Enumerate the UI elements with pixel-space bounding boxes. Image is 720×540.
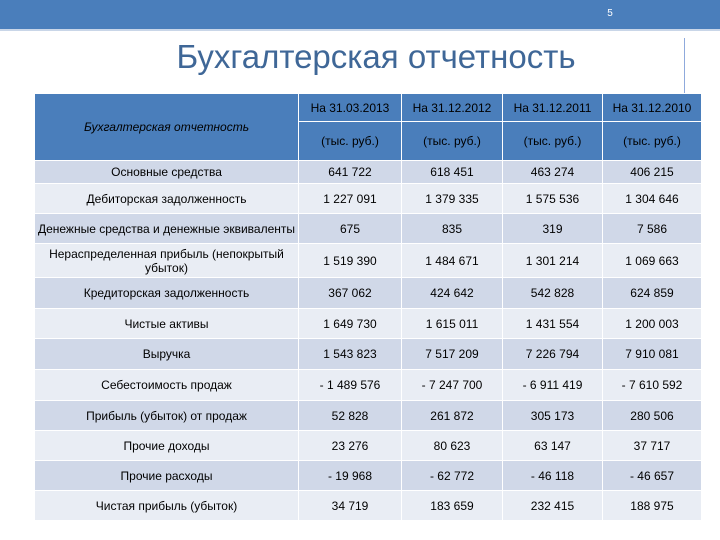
row-label: Себестоимость продаж — [34, 369, 299, 401]
row-label: Прочие доходы — [34, 430, 299, 461]
table-row: Денежные средства и денежные эквиваленты… — [34, 213, 702, 244]
cell-value: 1 431 554 — [502, 308, 603, 339]
column-unit: (тыс. руб.) — [602, 121, 702, 161]
cell-value: 463 274 — [502, 160, 603, 184]
table-row: Основные средства 641 722 618 451 463 274 40… — [34, 160, 702, 184]
header-divider — [0, 29, 720, 31]
cell-value: 1 649 730 — [298, 308, 402, 339]
row-header-label: Бухгалтерская отчетность — [34, 93, 299, 161]
cell-value: 34 719 — [298, 490, 402, 521]
table-row: Кредиторская задолженность 367 062 424 642… — [34, 277, 702, 309]
cell-value: 675 — [298, 213, 402, 244]
financial-statement-table: Бухгалтерская отчетность На 31.03.2013 Н… — [34, 93, 702, 521]
table-row: Прочие расходы - 19 968- 62 772- 46 118- … — [34, 460, 702, 491]
cell-value: - 6 911 419 — [502, 369, 603, 401]
table-row: Чистые активы 1 649 730 1 615 011 1 431 554… — [34, 308, 702, 339]
cell-value: 424 642 — [401, 277, 503, 309]
cell-value: 1 200 003 — [602, 308, 702, 339]
cell-value: 624 859 — [602, 277, 702, 309]
cell-value: 1 301 214 — [502, 243, 603, 278]
cell-value: - 7 610 592 — [602, 369, 702, 401]
column-date: На 31.03.2013 — [298, 93, 402, 122]
cell-value: 7 226 794 — [502, 338, 603, 370]
page-number: 5 — [607, 8, 613, 19]
cell-value: - 1 489 576 — [298, 369, 402, 401]
cell-value: 1 227 091 — [298, 183, 402, 214]
row-label: Чистые активы — [34, 308, 299, 339]
cell-value: 7 517 209 — [401, 338, 503, 370]
cell-value: 37 717 — [602, 430, 702, 461]
cell-value: 23 276 — [298, 430, 402, 461]
row-label: Дебиторская задолженность — [34, 183, 299, 214]
cell-value: 1 484 671 — [401, 243, 503, 278]
cell-value: 1 069 663 — [602, 243, 702, 278]
cell-value: 1 304 646 — [602, 183, 702, 214]
column-date: На 31.12.2010 — [602, 93, 702, 122]
cell-value: 80 623 — [401, 430, 503, 461]
cell-value: - 46 118 — [502, 460, 603, 491]
row-label: Чистая прибыль (убыток) — [34, 490, 299, 521]
cell-value: 1 575 536 — [502, 183, 603, 214]
cell-value: 183 659 — [401, 490, 503, 521]
row-label: Прибыль (убыток) от продаж — [34, 400, 299, 431]
table-row: Дебиторская задолженность 1 227 091 1 379 … — [34, 183, 702, 214]
column-unit: (тыс. руб.) — [401, 121, 503, 161]
cell-value: 261 872 — [401, 400, 503, 431]
table-row: Себестоимость продаж - 1 489 576- 7 247 7… — [34, 369, 702, 401]
table-row: Прибыль (убыток) от продаж 52 828 261 872 3… — [34, 400, 702, 431]
row-label: Кредиторская задолженность — [34, 277, 299, 309]
table-row: Прочие доходы 23 276 80 623 63 147 37 717 — [34, 430, 702, 461]
row-label: Выручка — [34, 338, 299, 370]
column-unit: (тыс. руб.) — [502, 121, 603, 161]
cell-value: 618 451 — [401, 160, 503, 184]
row-label: Основные средства — [34, 160, 299, 184]
row-label: Нераспределенная прибыль (непокрытый убы… — [34, 243, 299, 278]
cell-value: 7 910 081 — [602, 338, 702, 370]
cell-value: 1 379 335 — [401, 183, 503, 214]
column-date: На 31.12.2012 — [401, 93, 503, 122]
cell-value: 542 828 — [502, 277, 603, 309]
cell-value: 52 828 — [298, 400, 402, 431]
table-row: Нераспределенная прибыль (непокрытый убы… — [34, 243, 702, 278]
table-row: Чистая прибыль (убыток) 34 719 183 659 232 … — [34, 490, 702, 521]
cell-value: 1 615 011 — [401, 308, 503, 339]
row-label: Прочие расходы — [34, 460, 299, 491]
cell-value: - 19 968 — [298, 460, 402, 491]
cell-value: 305 173 — [502, 400, 603, 431]
column-date: На 31.12.2011 — [502, 93, 603, 122]
cell-value: 1 519 390 — [298, 243, 402, 278]
cell-value: 406 215 — [602, 160, 702, 184]
cell-value: - 46 657 — [602, 460, 702, 491]
cell-value: 280 506 — [602, 400, 702, 431]
cell-value: 188 975 — [602, 490, 702, 521]
cell-value: 1 543 823 — [298, 338, 402, 370]
header-bar — [0, 0, 720, 29]
slide-title: Бухгалтерская отчетность — [176, 38, 576, 75]
table-row: Выручка 1 543 823 7 517 209 7 226 794 7 910 … — [34, 338, 702, 370]
cell-value: 63 147 — [502, 430, 603, 461]
cell-value: 835 — [401, 213, 503, 244]
cell-value: - 7 247 700 — [401, 369, 503, 401]
row-label: Денежные средства и денежные эквиваленты — [34, 213, 299, 244]
cell-value: 319 — [502, 213, 603, 244]
cell-value: - 62 772 — [401, 460, 503, 491]
cell-value: 232 415 — [502, 490, 603, 521]
cell-value: 367 062 — [298, 277, 402, 309]
cell-value: 641 722 — [298, 160, 402, 184]
cell-value: 7 586 — [602, 213, 702, 244]
column-unit: (тыс. руб.) — [298, 121, 402, 161]
